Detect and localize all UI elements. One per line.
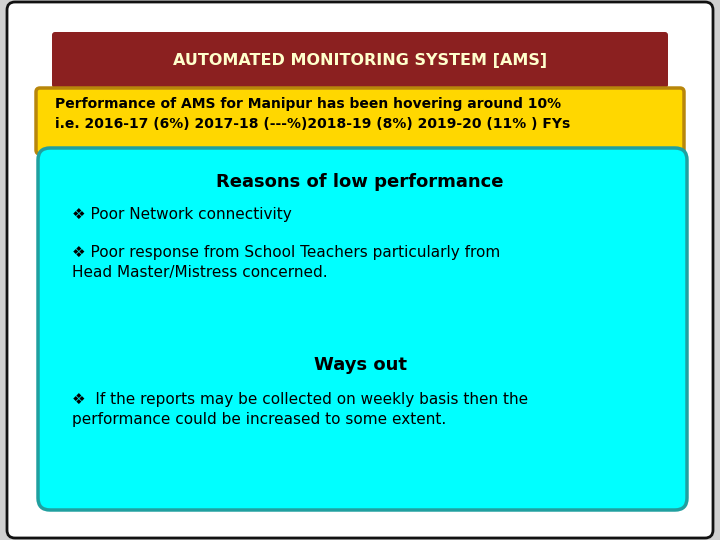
FancyBboxPatch shape <box>7 2 713 538</box>
Text: Reasons of low performance: Reasons of low performance <box>216 173 504 191</box>
Text: ❖ Poor Network connectivity: ❖ Poor Network connectivity <box>72 207 292 222</box>
Text: AUTOMATED MONITORING SYSTEM [AMS]: AUTOMATED MONITORING SYSTEM [AMS] <box>173 52 547 68</box>
Text: ❖  If the reports may be collected on weekly basis then the
performance could be: ❖ If the reports may be collected on wee… <box>72 392 528 427</box>
Text: Performance of AMS for Manipur has been hovering around 10%
i.e. 2016-17 (6%) 20: Performance of AMS for Manipur has been … <box>55 97 570 131</box>
FancyBboxPatch shape <box>38 148 687 510</box>
Text: ❖ Poor response from School Teachers particularly from
Head Master/Mistress conc: ❖ Poor response from School Teachers par… <box>72 245 500 280</box>
Text: Ways out: Ways out <box>313 356 407 374</box>
FancyBboxPatch shape <box>52 32 668 88</box>
FancyBboxPatch shape <box>36 88 684 154</box>
